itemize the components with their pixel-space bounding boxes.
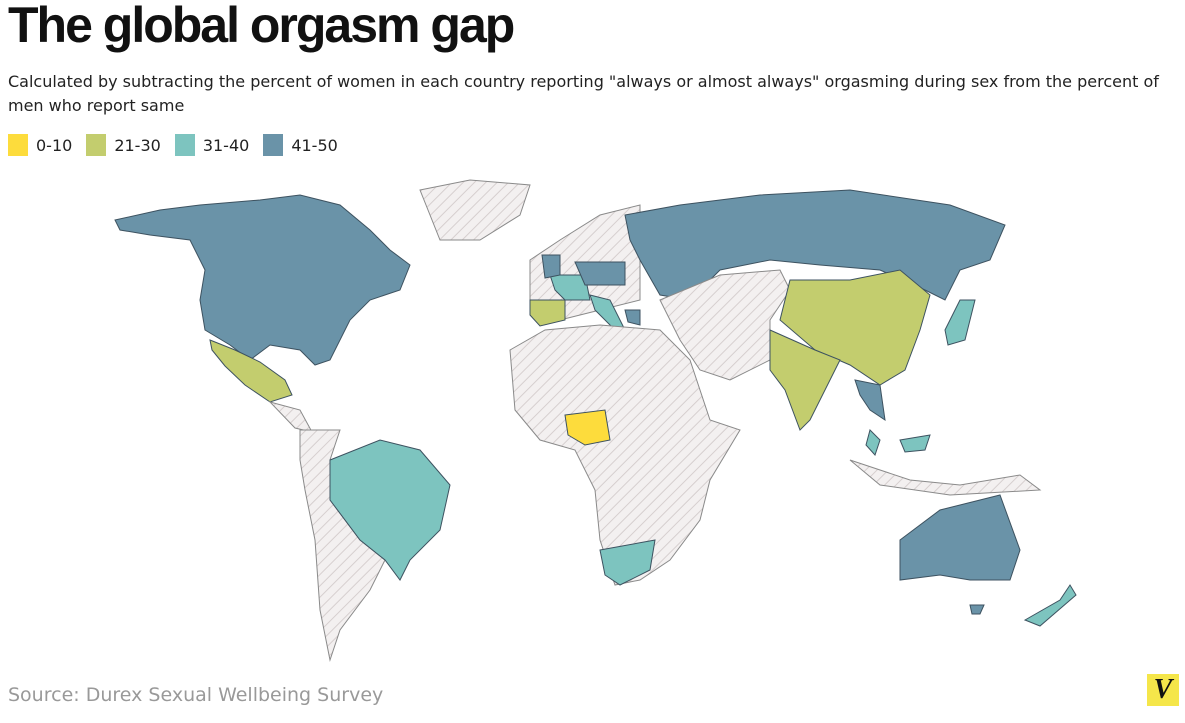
legend: 0-10 21-30 31-40 41-50 [8, 134, 338, 156]
legend-item: 21-30 [86, 134, 161, 156]
indonesia [849, 459, 1042, 496]
central-europe [574, 261, 626, 286]
legend-label: 41-50 [291, 135, 338, 155]
legend-label: 0-10 [36, 135, 73, 155]
legend-swatch [86, 134, 107, 156]
legend-swatch [174, 134, 195, 156]
africa [509, 324, 741, 586]
china [779, 269, 931, 386]
australia [899, 494, 1021, 581]
greece [624, 309, 641, 326]
legend-label: 31-40 [202, 135, 250, 155]
thailand [854, 379, 886, 422]
russia [624, 189, 1006, 301]
nigeria [564, 409, 611, 446]
us-canada [114, 194, 411, 366]
brazil [329, 439, 451, 581]
legend-swatch [263, 134, 284, 156]
greenland [419, 179, 531, 241]
legend-item: 41-50 [263, 134, 338, 156]
central-america [268, 401, 313, 433]
japan [944, 299, 976, 346]
legend-label: 21-30 [114, 135, 161, 155]
malaysia-east [899, 434, 931, 453]
south-africa [599, 539, 656, 586]
spain [529, 299, 566, 327]
malaysia [865, 429, 881, 456]
source: Source: Durex Sexual Wellbeing Survey [8, 684, 384, 706]
legend-item: 31-40 [174, 134, 250, 156]
tasmania [969, 604, 985, 615]
france [549, 274, 591, 301]
mexico [209, 339, 293, 403]
title: The global orgasm gap [8, 0, 515, 53]
legend-item: 0-10 [8, 134, 72, 156]
uk [541, 254, 561, 279]
logo: V [1147, 674, 1179, 706]
legend-swatch [8, 134, 28, 156]
new-zealand [1023, 584, 1077, 627]
subtitle: Calculated by subtracting the percent of… [8, 72, 1159, 115]
india [769, 329, 841, 431]
